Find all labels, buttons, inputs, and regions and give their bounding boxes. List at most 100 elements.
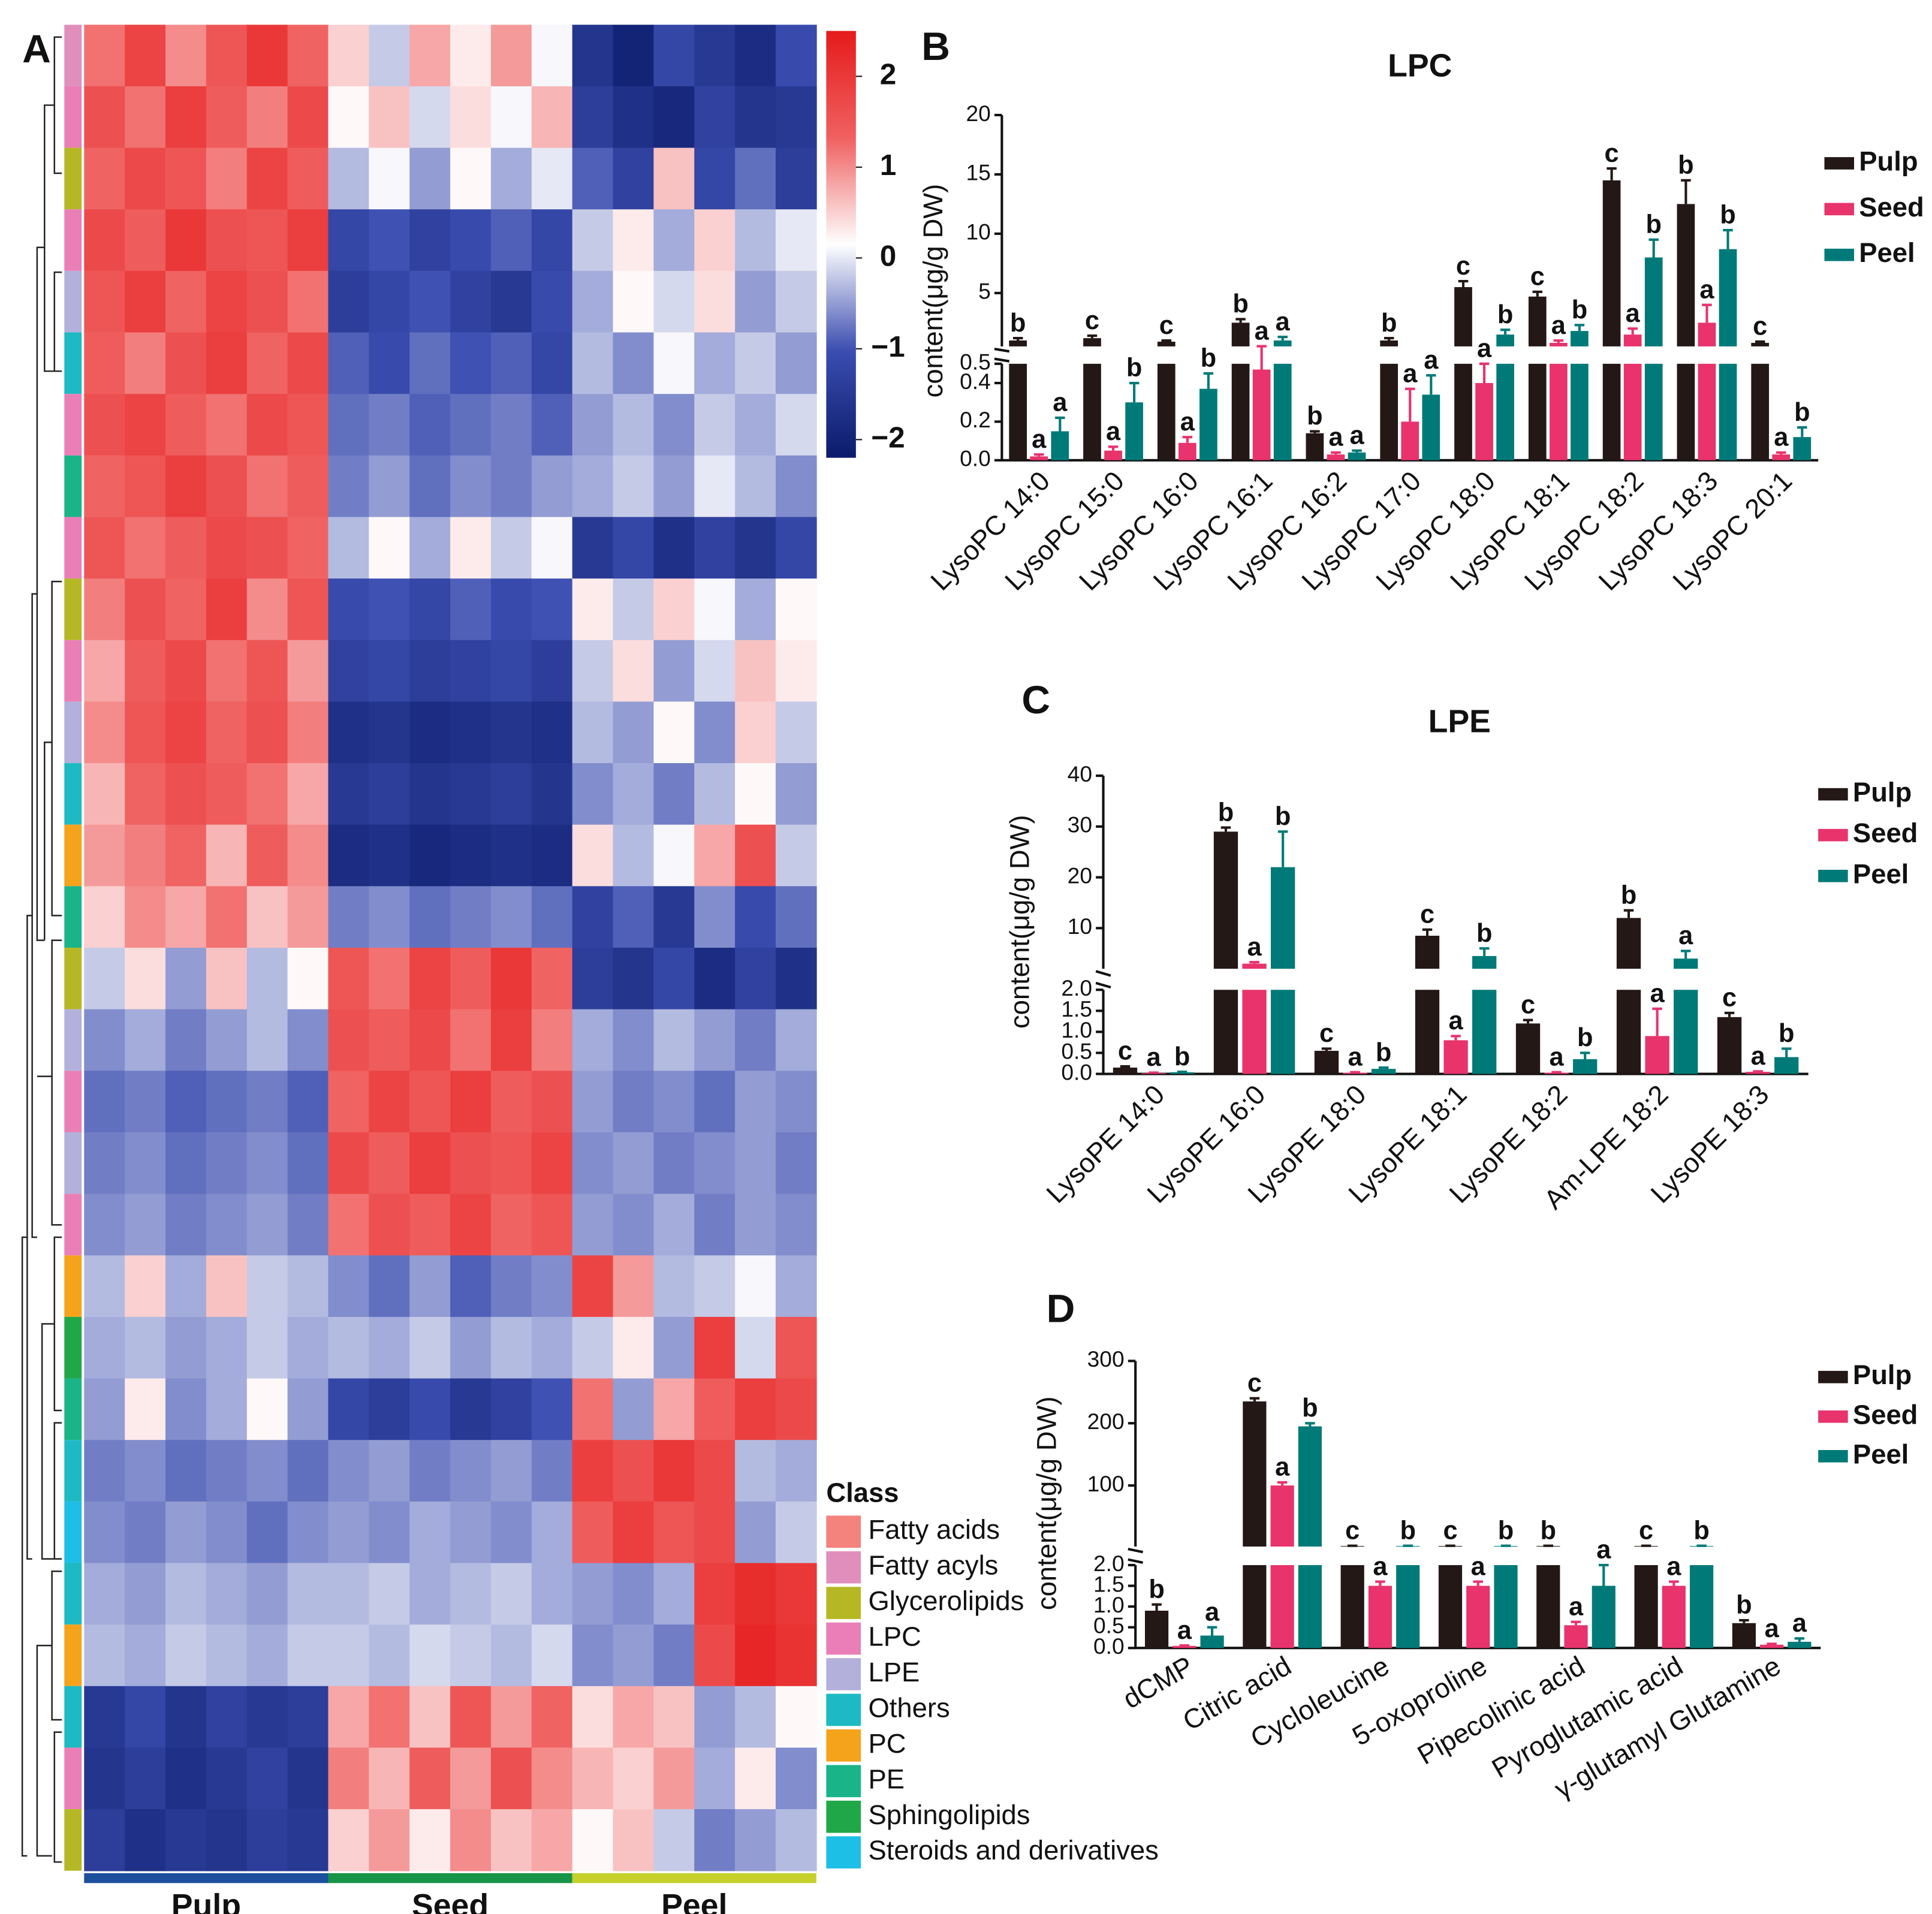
- bar: [1644, 257, 1663, 460]
- heatmap-cell: [572, 763, 614, 825]
- heatmap-cell: [125, 1747, 166, 1810]
- row-class: [64, 332, 82, 394]
- heatmap-cell: [653, 1071, 695, 1133]
- heatmap-cell: [206, 147, 248, 210]
- significance-letter: a: [1053, 388, 1068, 417]
- heatmap-cell: [246, 394, 288, 456]
- heatmap-cell: [531, 209, 573, 272]
- heatmap-cell: [328, 1809, 370, 1871]
- heatmap-cell: [613, 1255, 655, 1318]
- row-class: [64, 948, 82, 1009]
- row-class: [64, 455, 82, 517]
- significance-letter: b: [1572, 296, 1587, 324]
- error-bar: [1350, 1071, 1360, 1074]
- heatmap-cell: [328, 209, 370, 272]
- bar: [1415, 936, 1440, 1074]
- heatmap-cell: [165, 1563, 207, 1625]
- bar: [1051, 431, 1069, 460]
- heatmap-cell: [165, 517, 207, 579]
- heatmap-cell: [653, 1501, 695, 1564]
- heatmap-cell: [450, 1809, 492, 1871]
- heatmap-cell: [165, 270, 207, 333]
- heatmap-cell: [490, 25, 532, 87]
- heatmap-cell: [735, 455, 776, 518]
- heatmap-cell: [328, 1747, 370, 1810]
- heatmap-cell: [287, 1501, 329, 1564]
- bar: [1173, 1645, 1196, 1648]
- bar: [1270, 867, 1295, 1074]
- heatmap-cell: [125, 1378, 166, 1441]
- heatmap-cell: [369, 824, 411, 887]
- panel-letter: A: [22, 26, 51, 71]
- bar: [1573, 1059, 1598, 1074]
- significance-letter: a: [1275, 1453, 1290, 1482]
- heatmap-cell: [287, 1686, 329, 1749]
- y-tick-label: 1.0: [1093, 1592, 1125, 1617]
- heatmap-cell: [125, 1686, 166, 1749]
- heatmap-cell: [735, 1378, 776, 1441]
- significance-letter: a: [1678, 921, 1693, 950]
- heatmap-cell: [287, 1255, 329, 1318]
- significance-letter: b: [1720, 201, 1735, 230]
- heatmap-cell: [694, 394, 736, 456]
- heatmap-cell: [246, 886, 288, 948]
- bar: [1515, 1023, 1541, 1074]
- significance-letter: b: [1174, 1042, 1190, 1071]
- heatmap-cell: [165, 824, 207, 887]
- heatmap-cell: [653, 25, 695, 87]
- error-bar: [1305, 1422, 1315, 1427]
- bar: [1125, 402, 1143, 460]
- heatmap-cell: [735, 1440, 776, 1502]
- row-class: [64, 394, 82, 456]
- heatmap-cell: [287, 25, 329, 87]
- heatmap-cell: [694, 455, 736, 518]
- heatmap-cell: [165, 25, 207, 87]
- heatmap-cell: [328, 948, 370, 1010]
- significance-letter: c: [1722, 984, 1737, 1012]
- heatmap-cell: [369, 1686, 411, 1749]
- group-label: Peel: [661, 1888, 727, 1914]
- heatmap-cell: [775, 455, 817, 518]
- error-bar: [1249, 961, 1259, 964]
- heatmap-cell: [450, 886, 492, 948]
- heatmap-cell: [84, 147, 125, 210]
- bar: [1348, 452, 1366, 460]
- heatmap-cell: [84, 1501, 125, 1564]
- heatmap-cell: [409, 1255, 451, 1318]
- heatmap-cell: [572, 1440, 614, 1502]
- heatmap-cell: [572, 1009, 614, 1072]
- heatmap-cell: [287, 1316, 329, 1379]
- significance-letter: a: [1477, 334, 1492, 363]
- bar: [1273, 340, 1292, 460]
- significance-letter: c: [1159, 311, 1174, 340]
- heatmap-cell: [490, 948, 532, 1010]
- heatmap-cell: [84, 455, 125, 518]
- heatmap-cell: [450, 147, 492, 210]
- bar: [1623, 334, 1642, 460]
- bar: [1466, 1586, 1490, 1648]
- heatmap-cell: [84, 332, 125, 395]
- heatmap-cell: [735, 270, 776, 333]
- error-bar: [1331, 451, 1341, 455]
- heatmap-cell: [775, 86, 817, 149]
- heatmap-cell: [84, 824, 125, 887]
- heatmap-cell: [531, 25, 573, 87]
- heatmap-cell: [653, 1747, 695, 1810]
- y-tick-label: 0.2: [960, 407, 991, 432]
- significance-letter: a: [1348, 1042, 1363, 1071]
- heatmap-cell: [328, 86, 370, 149]
- significance-letter: b: [1621, 881, 1636, 909]
- bar: [1634, 1545, 1658, 1648]
- row-class: [64, 1747, 82, 1810]
- significance-letter: b: [1307, 402, 1322, 430]
- heatmap-cell: [369, 147, 411, 210]
- error-bar: [1652, 1007, 1662, 1036]
- heatmap-cell: [165, 763, 207, 825]
- heatmap-cell: [246, 1193, 288, 1256]
- heatmap-cell: [84, 1193, 125, 1256]
- heatmap-cell: [287, 1071, 329, 1133]
- heatmap-cell: [613, 86, 655, 149]
- heatmap-cell: [775, 1686, 817, 1749]
- heatmap-cell: [450, 1132, 492, 1195]
- significance-letter: c: [1319, 1019, 1334, 1048]
